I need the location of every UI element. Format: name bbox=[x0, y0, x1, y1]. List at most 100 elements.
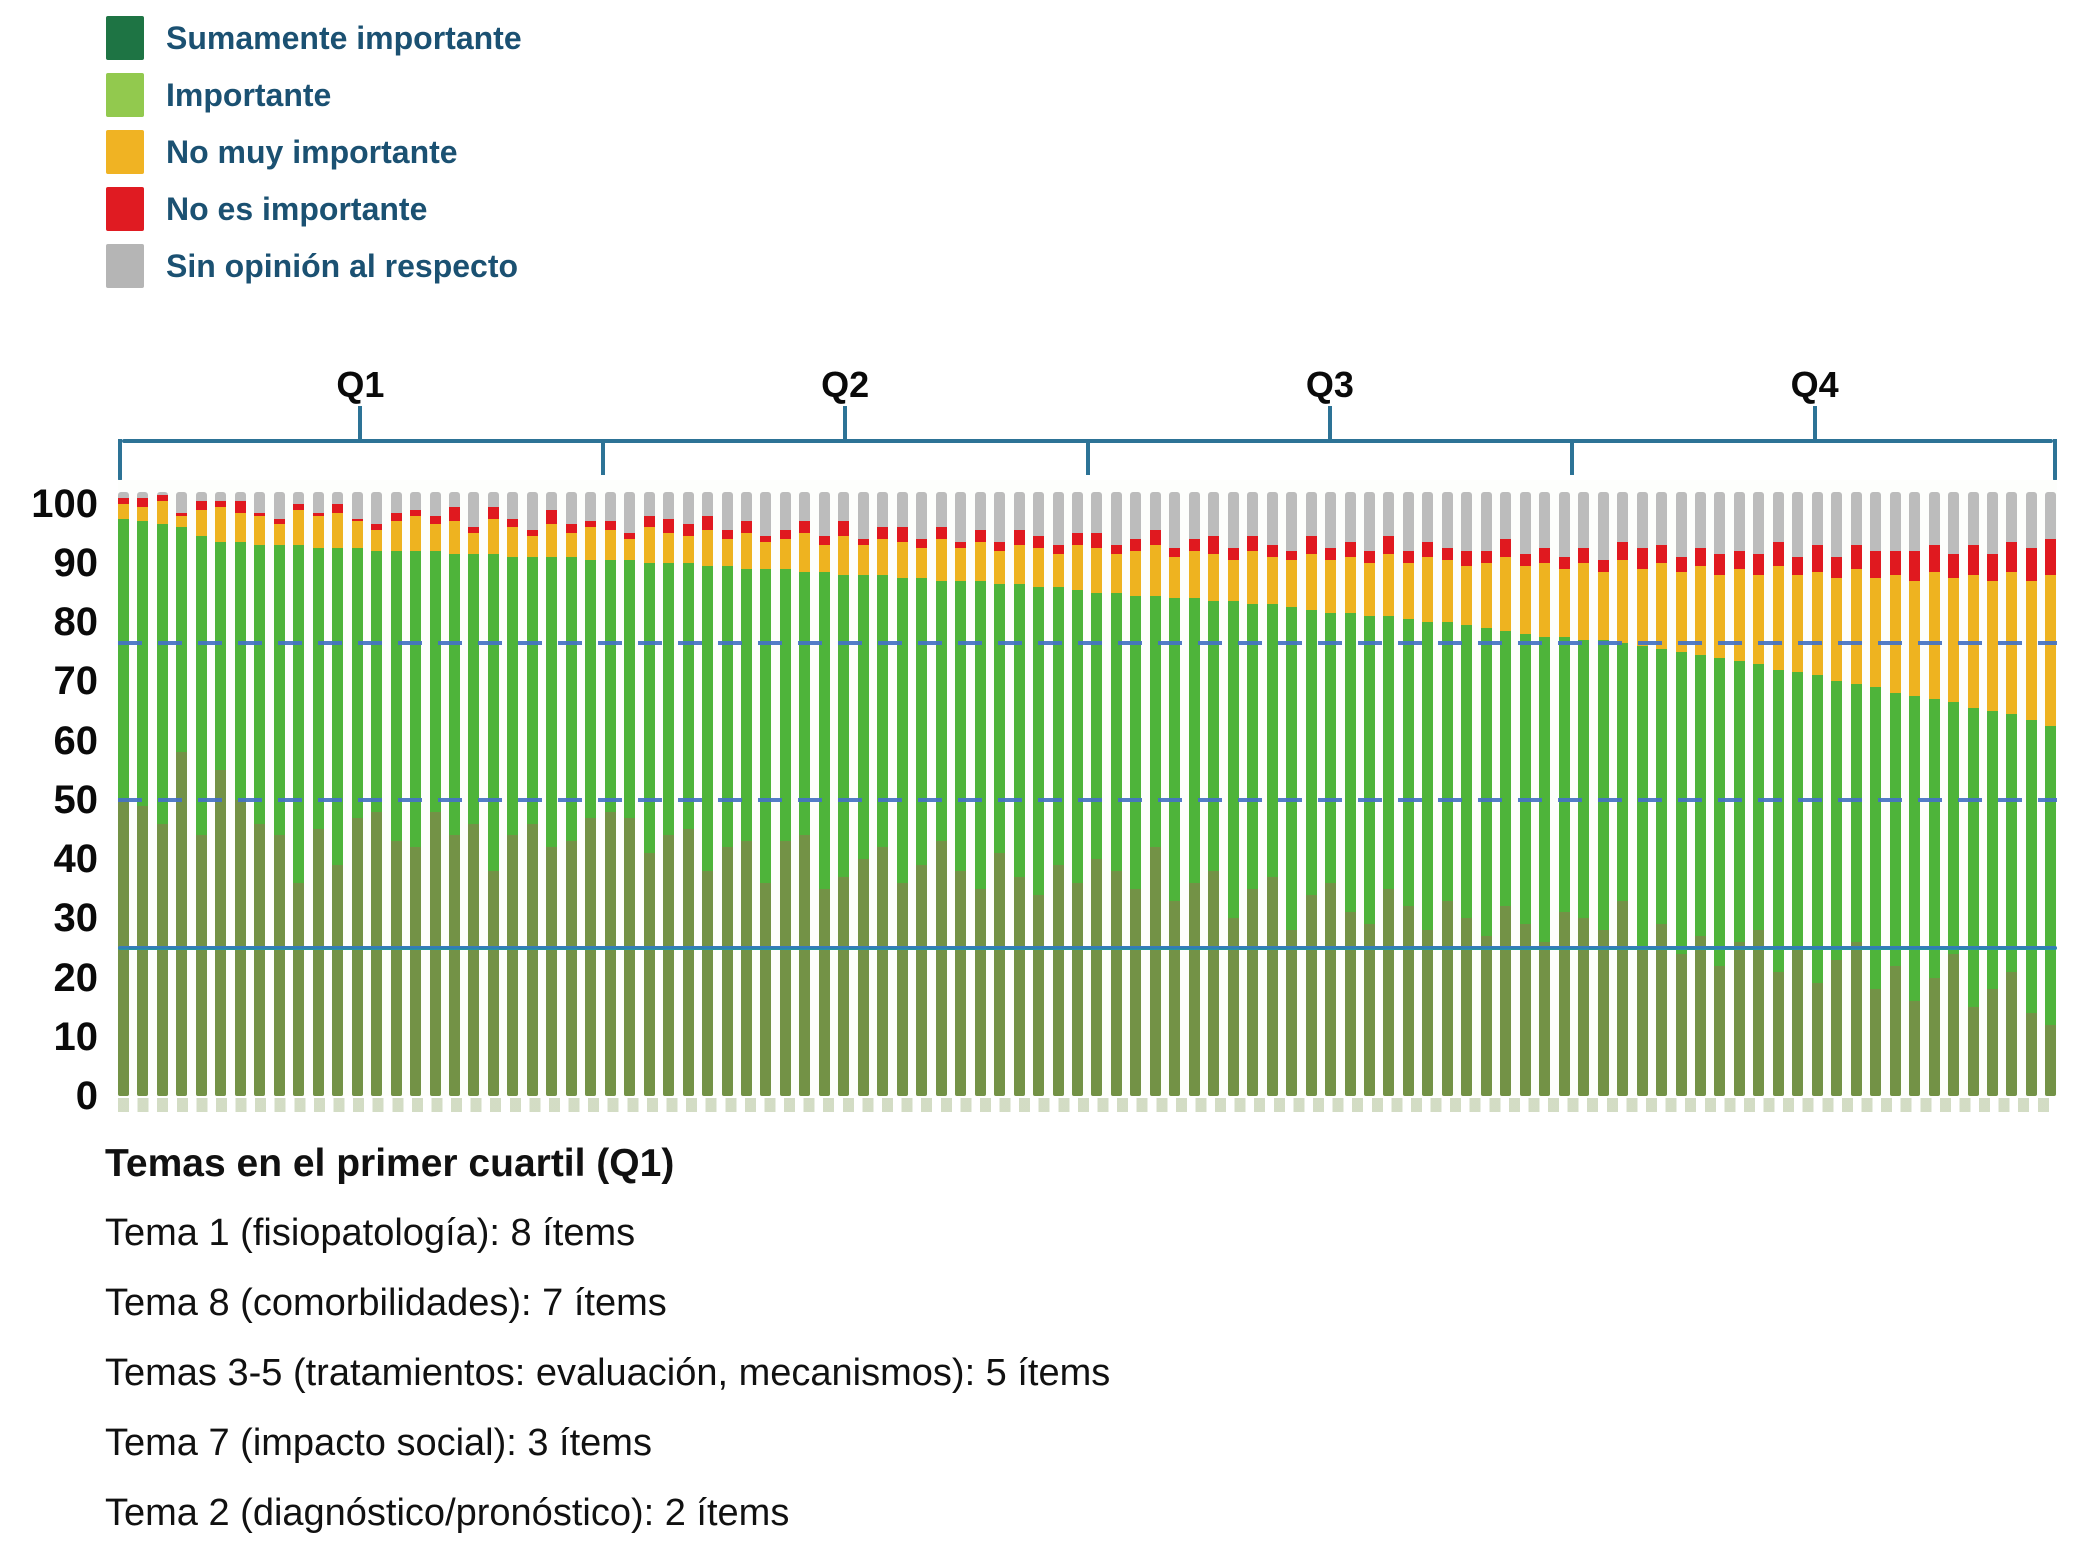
segment-importante bbox=[1850, 684, 1862, 942]
bar bbox=[779, 491, 791, 1096]
segment-sin-opinion bbox=[1928, 491, 1940, 546]
segment-no-es-importante bbox=[1909, 551, 1921, 581]
segment-importante bbox=[1539, 636, 1551, 942]
segment-no-muy-importante bbox=[1441, 559, 1453, 623]
segment-sin-opinion bbox=[565, 491, 577, 525]
segment-sumamente-importante bbox=[1344, 912, 1356, 1096]
segment-no-muy-importante bbox=[565, 533, 577, 557]
segment-sin-opinion bbox=[1208, 491, 1220, 537]
segment-no-muy-importante bbox=[1500, 557, 1512, 632]
segment-sin-opinion bbox=[1325, 491, 1337, 549]
segment-no-muy-importante bbox=[1052, 554, 1064, 587]
segment-sumamente-importante bbox=[1188, 882, 1200, 1096]
segment-sumamente-importante bbox=[1578, 918, 1590, 1096]
segment-sumamente-importante bbox=[1617, 900, 1629, 1096]
segment-importante bbox=[1987, 710, 1998, 990]
segment-sumamente-importante bbox=[1169, 900, 1181, 1096]
segment-sin-opinion bbox=[974, 491, 986, 531]
bar bbox=[1286, 491, 1298, 1096]
segment-sin-opinion bbox=[429, 491, 441, 516]
segment-importante bbox=[1480, 628, 1492, 937]
segment-no-es-importante bbox=[877, 527, 889, 540]
segment-no-muy-importante bbox=[312, 515, 324, 549]
segment-importante bbox=[410, 551, 422, 848]
segment-sin-opinion bbox=[2045, 491, 2057, 540]
bar bbox=[1597, 491, 1609, 1096]
segment-no-muy-importante bbox=[916, 548, 928, 578]
segment-importante bbox=[468, 554, 480, 824]
segment-sin-opinion bbox=[1792, 491, 1804, 557]
segment-importante bbox=[1636, 645, 1648, 948]
segment-sumamente-importante bbox=[215, 770, 227, 1096]
segment-sumamente-importante bbox=[1110, 870, 1122, 1096]
segment-no-muy-importante bbox=[1247, 551, 1259, 605]
bar bbox=[1364, 491, 1375, 1096]
segment-importante bbox=[974, 580, 986, 889]
segment-no-muy-importante bbox=[448, 521, 460, 555]
segment-importante bbox=[1286, 607, 1298, 931]
segment-sumamente-importante bbox=[176, 752, 188, 1096]
segment-importante bbox=[1402, 619, 1414, 907]
segment-no-muy-importante bbox=[818, 545, 830, 572]
segment-no-es-importante bbox=[1500, 539, 1512, 557]
segment-no-muy-importante bbox=[410, 515, 422, 552]
bar bbox=[1967, 491, 1979, 1096]
segment-no-muy-importante bbox=[293, 509, 305, 546]
segment-sumamente-importante bbox=[702, 870, 714, 1096]
segment-sin-opinion bbox=[896, 491, 908, 528]
segment-no-muy-importante bbox=[1227, 559, 1239, 602]
segment-no-muy-importante bbox=[1714, 574, 1726, 658]
segment-no-es-importante bbox=[1441, 548, 1453, 560]
segment-importante bbox=[273, 545, 285, 836]
segment-sumamente-importante bbox=[468, 823, 480, 1096]
bar bbox=[1928, 491, 1940, 1096]
segment-sin-opinion bbox=[682, 491, 694, 525]
bar bbox=[1948, 491, 1960, 1096]
segment-no-es-importante bbox=[1792, 557, 1804, 575]
segment-sin-opinion bbox=[254, 491, 266, 513]
segment-sumamente-importante bbox=[487, 870, 499, 1096]
segment-no-muy-importante bbox=[254, 515, 266, 546]
bar bbox=[994, 491, 1006, 1096]
segment-no-muy-importante bbox=[643, 527, 655, 563]
segment-importante bbox=[371, 551, 383, 812]
segment-importante bbox=[1364, 616, 1375, 925]
bar bbox=[507, 491, 519, 1096]
segment-sumamente-importante bbox=[896, 882, 908, 1096]
segment-sumamente-importante bbox=[1675, 953, 1687, 1096]
segment-sumamente-importante bbox=[1948, 953, 1960, 1096]
segment-sin-opinion bbox=[293, 491, 305, 504]
footer-line: Tema 1 (fisiopatología): 8 ítems bbox=[105, 1212, 636, 1254]
segment-no-muy-importante bbox=[1364, 562, 1375, 617]
segment-no-es-importante bbox=[1305, 536, 1317, 555]
legend-item-label: Sin opinión al respecto bbox=[166, 247, 519, 284]
segment-sin-opinion bbox=[2006, 491, 2018, 543]
segment-sumamente-importante bbox=[1792, 947, 1804, 1096]
segment-importante bbox=[1558, 636, 1570, 913]
bar bbox=[468, 491, 480, 1096]
segment-no-muy-importante bbox=[682, 536, 694, 563]
bar bbox=[896, 491, 908, 1096]
bar bbox=[1091, 491, 1103, 1096]
segment-importante bbox=[546, 556, 558, 848]
legend-item: No muy importante bbox=[106, 130, 522, 174]
segment-no-muy-importante bbox=[1071, 545, 1083, 590]
segment-no-es-importante bbox=[1928, 545, 1940, 572]
segment-no-muy-importante bbox=[234, 512, 246, 543]
segment-importante bbox=[818, 571, 830, 889]
segment-sin-opinion bbox=[799, 491, 811, 522]
bar bbox=[1539, 491, 1551, 1096]
segment-no-es-importante bbox=[215, 500, 227, 507]
segment-sin-opinion bbox=[1091, 491, 1103, 534]
segment-importante bbox=[1811, 675, 1823, 984]
bar bbox=[1480, 491, 1492, 1096]
segment-sumamente-importante bbox=[1149, 847, 1161, 1096]
segment-no-muy-importante bbox=[585, 527, 597, 560]
segment-no-muy-importante bbox=[1948, 577, 1960, 703]
segment-sin-opinion bbox=[818, 491, 830, 537]
segment-no-muy-importante bbox=[1539, 562, 1551, 637]
y-axis: 100 90 80 70 60 50 40 30 20 10 0 bbox=[0, 480, 104, 1117]
bar bbox=[974, 491, 986, 1096]
segment-no-es-importante bbox=[799, 521, 811, 534]
segment-no-muy-importante bbox=[994, 551, 1006, 584]
